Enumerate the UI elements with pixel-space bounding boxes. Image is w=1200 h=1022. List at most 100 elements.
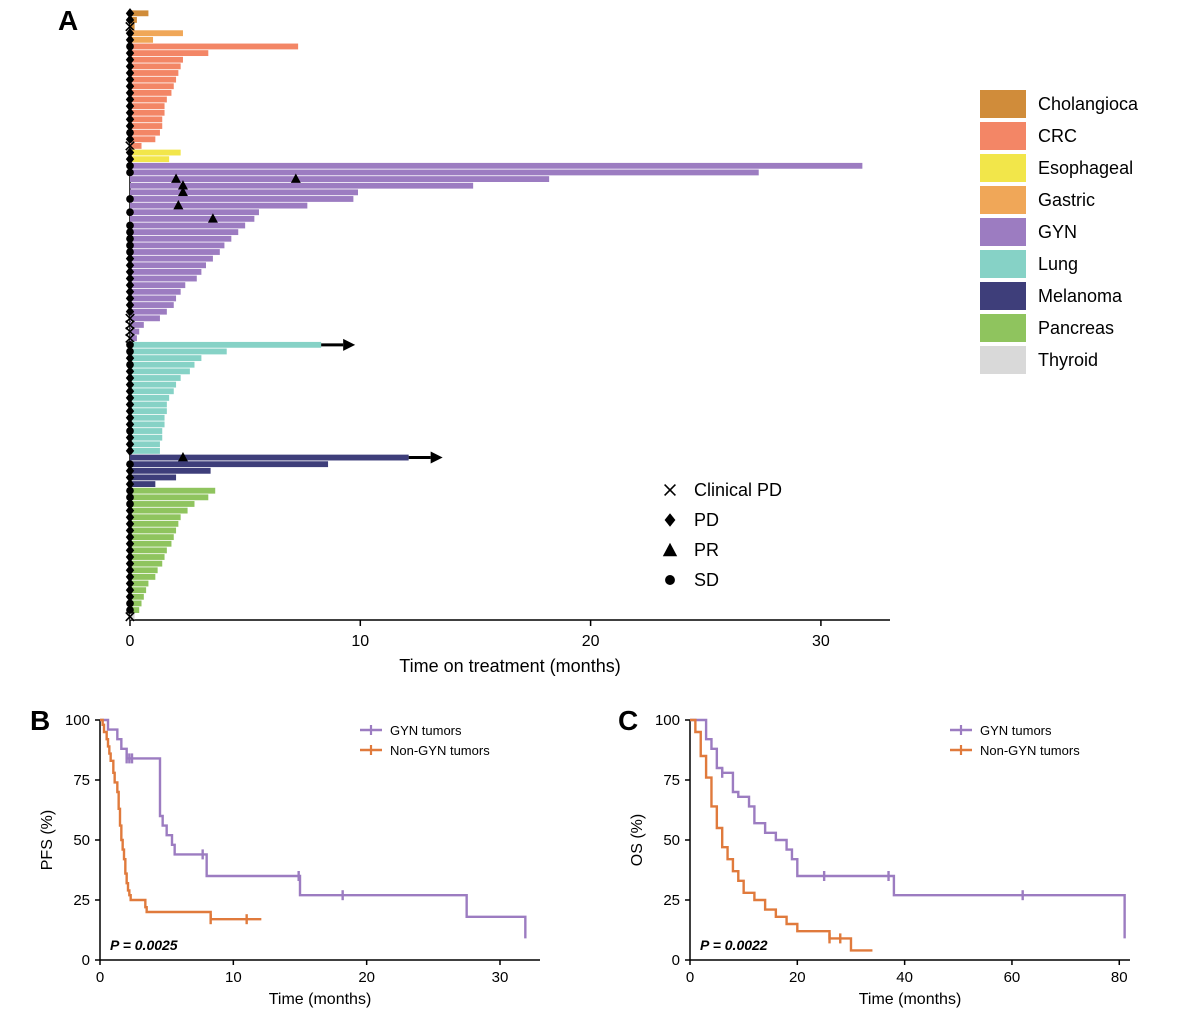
swimmer-bar <box>130 435 162 441</box>
swimmer-bar <box>130 90 171 96</box>
swimmer-bar <box>130 309 167 315</box>
swimmer-bar <box>130 70 178 76</box>
marker-legend-label: Clinical PD <box>694 480 782 500</box>
swimmer-bar <box>130 203 307 209</box>
swimmer-bar <box>130 547 167 553</box>
swimmer-bar <box>130 209 259 215</box>
group-legend-label: Melanoma <box>1038 286 1123 306</box>
km-xtick: 0 <box>96 969 104 986</box>
panel-label: B <box>30 705 50 736</box>
swimmer-bar <box>130 57 183 63</box>
km-ytick: 0 <box>82 952 90 969</box>
km-ytick: 75 <box>73 772 90 789</box>
swimmer-bar <box>130 468 211 474</box>
swimmer-bar <box>130 249 220 255</box>
swimmer-bar <box>130 296 176 302</box>
swimmer-bar <box>130 269 201 275</box>
group-legend-label: Pancreas <box>1038 318 1114 338</box>
group-swatch <box>980 250 1026 278</box>
swimmer-bar <box>130 408 167 414</box>
swimmer-bar <box>130 83 174 89</box>
swimmer-bar <box>130 402 167 408</box>
swimmer-bar <box>130 455 409 461</box>
swimmer-bar <box>130 170 759 176</box>
swimmer-bar <box>130 521 178 527</box>
km-xtick: 30 <box>492 969 509 986</box>
swimmer-bar <box>130 534 174 540</box>
swimmer-bar <box>130 77 176 83</box>
km-ylabel: OS (%) <box>629 814 646 866</box>
swimmer-bar <box>130 176 549 182</box>
km-xtick: 0 <box>686 969 694 986</box>
swimmer-bar <box>130 302 174 308</box>
swimmer-bar <box>130 349 227 355</box>
swimmer-bar <box>130 554 165 560</box>
group-swatch <box>980 122 1026 150</box>
swimmer-bar <box>130 528 176 534</box>
swimmer-bar <box>130 488 215 494</box>
km-ytick: 25 <box>73 892 90 909</box>
group-swatch <box>980 218 1026 246</box>
km-ytick: 100 <box>655 712 680 729</box>
km-ytick: 75 <box>663 772 680 789</box>
swimmer-bar <box>130 375 181 381</box>
km-ytick: 100 <box>65 712 90 729</box>
group-legend-label: Thyroid <box>1038 350 1098 370</box>
swimmer-bar <box>130 561 162 567</box>
swimmer-bar <box>130 362 194 368</box>
swimmer-bar <box>130 508 188 514</box>
marker-legend-label: PR <box>694 540 719 560</box>
swimmer-bar <box>130 229 238 235</box>
group-legend-label: CRC <box>1038 126 1077 146</box>
group-legend-label: Lung <box>1038 254 1078 274</box>
swimmer-bar <box>130 256 213 262</box>
swimmer-bar <box>130 236 231 242</box>
swimmer-bar <box>130 355 201 361</box>
group-swatch <box>980 314 1026 342</box>
km-legend-label: GYN tumors <box>390 723 462 738</box>
km-xlabel: Time (months) <box>859 991 962 1008</box>
swimmer-bar <box>130 116 162 122</box>
swimmer-bar <box>130 196 353 202</box>
group-legend-label: Gastric <box>1038 190 1095 210</box>
km-xtick: 20 <box>789 969 806 986</box>
swimmer-bar <box>130 514 181 520</box>
swimmer-bar <box>130 130 160 136</box>
group-swatch <box>980 90 1026 118</box>
figure-svg: A0102030Time on treatment (months)Clinic… <box>0 0 1200 1022</box>
swimmer-bar <box>130 441 160 447</box>
swimmer-bar <box>130 50 208 56</box>
km-ytick: 50 <box>663 832 680 849</box>
swimmer-bar <box>130 123 162 129</box>
swimmer-bar <box>130 97 167 103</box>
swimmer-bar <box>130 242 224 248</box>
km-legend-label: GYN tumors <box>980 723 1052 738</box>
swimmer-bar <box>130 282 185 288</box>
swimmer-bar <box>130 501 194 507</box>
swimmer-bar <box>130 315 160 321</box>
swimmer-bar <box>130 110 165 116</box>
group-legend-label: Cholangioca <box>1038 94 1139 114</box>
panel-a-xlabel: Time on treatment (months) <box>399 656 620 676</box>
swimmer-bar <box>130 342 321 348</box>
swimmer-bar <box>130 494 208 500</box>
swimmer-bar <box>130 461 328 467</box>
swimmer-bar <box>130 216 254 222</box>
swimmer-bar <box>130 289 181 295</box>
panel-a-xtick: 30 <box>812 633 830 650</box>
km-xtick: 40 <box>896 969 913 986</box>
swimmer-bar <box>130 44 298 50</box>
swimmer-bar <box>130 541 171 547</box>
swimmer-bar <box>130 428 162 434</box>
panel-a-xtick: 10 <box>351 633 369 650</box>
swimmer-bar <box>130 395 169 401</box>
swimmer-bar <box>130 163 862 169</box>
marker-legend-label: PD <box>694 510 719 530</box>
km-ytick: 25 <box>663 892 680 909</box>
swimmer-bar <box>130 262 206 268</box>
group-swatch <box>980 186 1026 214</box>
swimmer-bar <box>130 276 197 282</box>
swimmer-bar <box>130 421 165 427</box>
marker-legend-label: SD <box>694 570 719 590</box>
panel-label: C <box>618 705 638 736</box>
